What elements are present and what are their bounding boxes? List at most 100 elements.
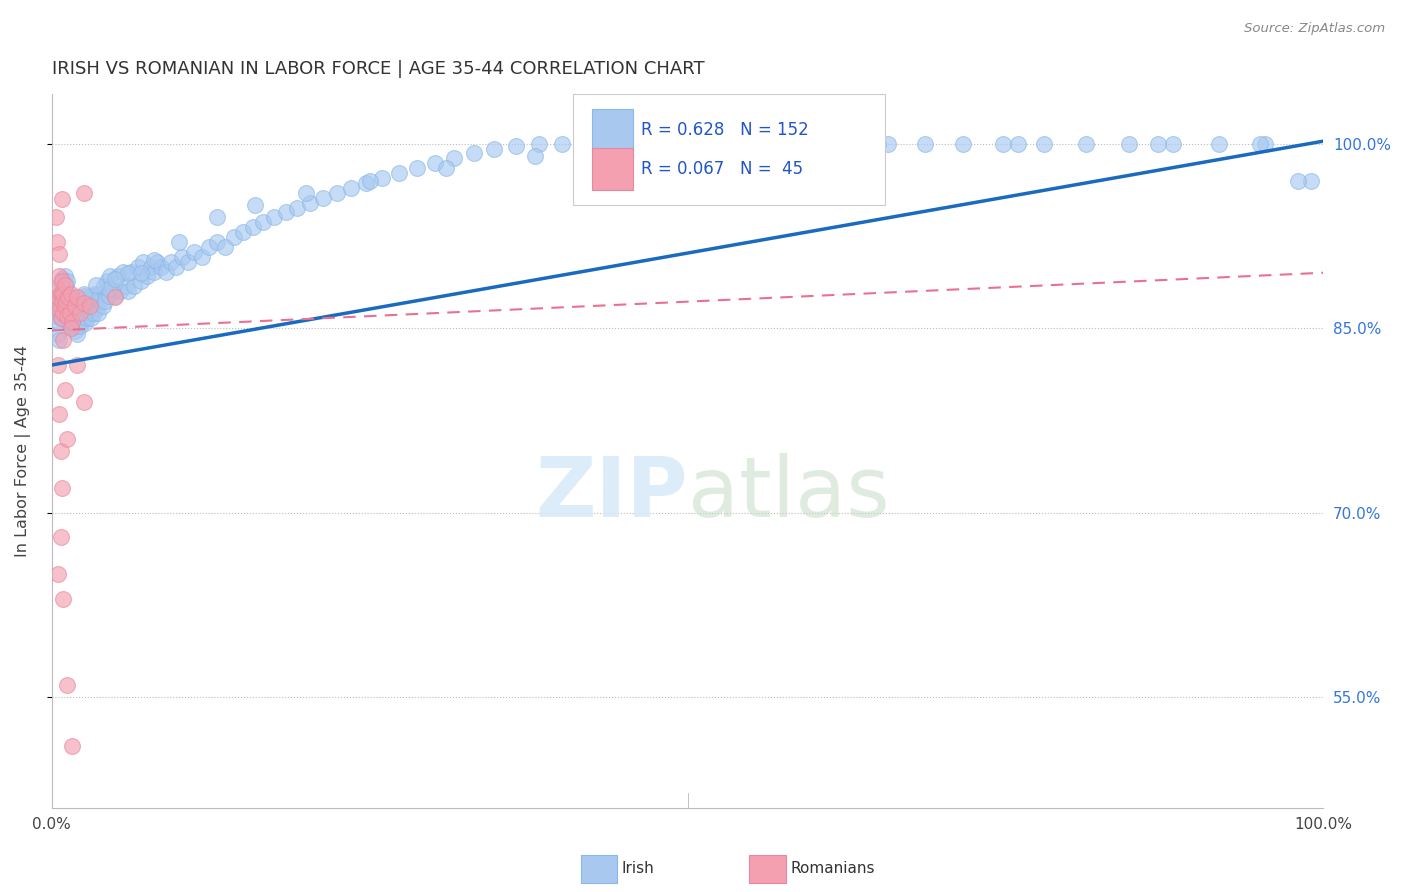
Point [527, 136, 550, 151]
Point [98, 289, 121, 303]
Point [53, 269, 76, 284]
Point [129, 274, 152, 288]
Point [1161, 136, 1184, 151]
Text: R = 0.067   N =  45: R = 0.067 N = 45 [641, 161, 803, 178]
Point [165, 260, 187, 274]
Point [69, 299, 91, 313]
Point [60, 299, 83, 313]
Point [46, 290, 69, 304]
Point [48, 407, 70, 421]
Point [52, 282, 75, 296]
Point [295, 186, 318, 200]
Point [242, 220, 264, 235]
Point [65, 318, 87, 333]
Point [98, 269, 121, 284]
Text: atlas: atlas [688, 453, 890, 534]
Point [56, 432, 79, 446]
Point [1074, 136, 1097, 151]
Point [252, 215, 274, 229]
Point [339, 181, 361, 195]
Point [48, 334, 70, 348]
Point [84, 286, 107, 301]
Point [53, 309, 76, 323]
Point [49, 306, 72, 320]
Point [55, 293, 77, 308]
Point [46, 358, 69, 372]
Point [298, 195, 321, 210]
Point [59, 295, 82, 310]
Point [775, 136, 797, 151]
Point [76, 311, 98, 326]
Point [86, 306, 108, 320]
Point [359, 173, 381, 187]
Point [62, 315, 84, 329]
Point [66, 327, 89, 342]
Point [120, 264, 142, 278]
Point [58, 290, 80, 304]
Text: Source: ZipAtlas.com: Source: ZipAtlas.com [1244, 22, 1385, 36]
Point [914, 136, 936, 151]
Point [232, 225, 254, 239]
Point [93, 279, 115, 293]
Point [55, 299, 77, 313]
Point [1299, 173, 1322, 187]
Point [82, 292, 104, 306]
Point [1254, 136, 1277, 151]
Point [575, 136, 598, 151]
Text: IRISH VS ROMANIAN IN LABOR FORCE | AGE 35-44 CORRELATION CHART: IRISH VS ROMANIAN IN LABOR FORCE | AGE 3… [52, 60, 704, 78]
Point [66, 308, 89, 322]
Point [263, 211, 285, 225]
Point [96, 274, 118, 288]
Point [142, 264, 165, 278]
Text: ZIP: ZIP [536, 453, 688, 534]
Text: R = 0.628   N = 152: R = 0.628 N = 152 [641, 121, 808, 139]
Point [52, 334, 75, 348]
Point [167, 235, 190, 249]
Point [285, 201, 308, 215]
Point [72, 304, 94, 318]
Point [45, 211, 67, 225]
Point [463, 146, 485, 161]
Point [354, 176, 377, 190]
Point [991, 136, 1014, 151]
Point [45, 293, 67, 308]
Point [740, 136, 762, 151]
Point [388, 166, 411, 180]
Point [198, 240, 221, 254]
Point [49, 311, 72, 326]
Point [214, 240, 236, 254]
Point [405, 161, 427, 176]
Point [91, 299, 114, 313]
Point [51, 192, 73, 206]
Point [65, 299, 87, 313]
Point [101, 284, 124, 298]
Point [46, 284, 69, 298]
Point [75, 296, 97, 310]
Point [1032, 136, 1054, 151]
Point [49, 286, 72, 301]
Point [56, 302, 79, 317]
Point [205, 235, 228, 249]
Point [142, 253, 165, 268]
Point [60, 318, 83, 333]
Point [59, 311, 82, 326]
Point [51, 481, 73, 495]
Point [205, 211, 228, 225]
Point [86, 301, 108, 316]
Point [51, 274, 73, 288]
Point [94, 293, 117, 308]
Point [550, 136, 572, 151]
Point [124, 279, 146, 293]
Point [160, 254, 183, 268]
Point [58, 286, 80, 301]
Point [53, 299, 76, 313]
Point [627, 136, 650, 151]
Point [79, 299, 101, 313]
Point [127, 260, 149, 274]
Y-axis label: In Labor Force | Age 35-44: In Labor Force | Age 35-44 [15, 345, 31, 558]
Point [711, 136, 734, 151]
Point [807, 136, 830, 151]
Point [222, 230, 245, 244]
Point [55, 278, 77, 293]
Point [655, 136, 678, 151]
